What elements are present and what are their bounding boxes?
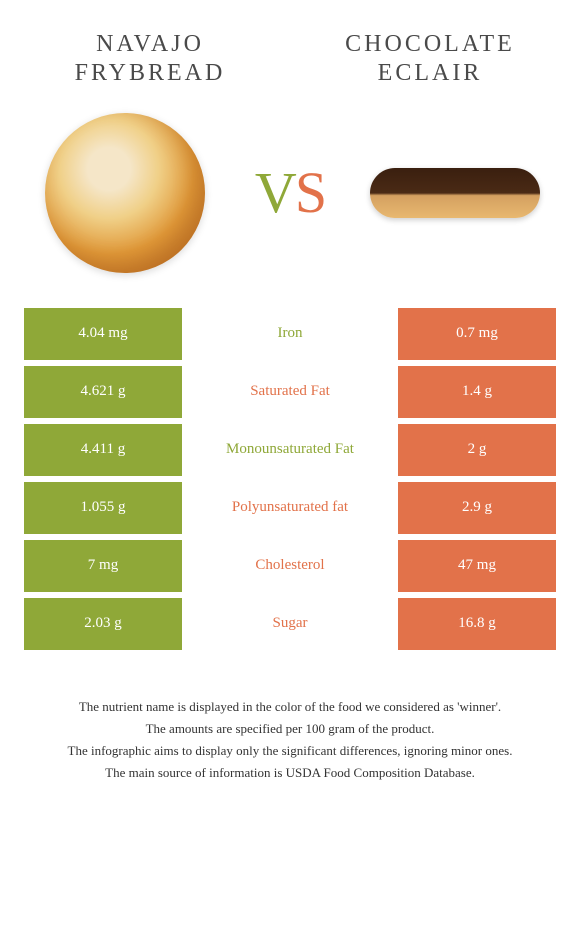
left-value-cell: 4.411 g [24, 424, 182, 476]
right-value-cell: 2 g [398, 424, 556, 476]
table-row: 1.055 gPolyunsaturated fat2.9 g [24, 482, 556, 534]
vs-s-letter: S [295, 160, 325, 225]
header: NAVAJO FRYBREAD CHOCOLATE ECLAIR [0, 0, 580, 98]
footer-notes: The nutrient name is displayed in the co… [0, 656, 580, 784]
left-value-cell: 2.03 g [24, 598, 182, 650]
footer-line: The amounts are specified per 100 gram o… [20, 718, 560, 740]
right-value-cell: 16.8 g [398, 598, 556, 650]
table-row: 2.03 gSugar16.8 g [24, 598, 556, 650]
left-food-image [40, 108, 210, 278]
nutrient-label: Iron [182, 308, 398, 360]
table-row: 4.04 mgIron0.7 mg [24, 308, 556, 360]
table-row: 4.621 gSaturated Fat1.4 g [24, 366, 556, 418]
nutrient-label: Saturated Fat [182, 366, 398, 418]
right-value-cell: 47 mg [398, 540, 556, 592]
nutrient-label: Polyunsaturated fat [182, 482, 398, 534]
right-food-title: CHOCOLATE ECLAIR [330, 30, 530, 88]
footer-line: The nutrient name is displayed in the co… [20, 696, 560, 718]
nutrient-label: Sugar [182, 598, 398, 650]
right-value-cell: 2.9 g [398, 482, 556, 534]
left-food-title: NAVAJO FRYBREAD [50, 30, 250, 88]
left-value-cell: 7 mg [24, 540, 182, 592]
nutrient-label: Monounsaturated Fat [182, 424, 398, 476]
frybread-icon [45, 113, 205, 273]
right-value-cell: 0.7 mg [398, 308, 556, 360]
left-value-cell: 1.055 g [24, 482, 182, 534]
left-value-cell: 4.621 g [24, 366, 182, 418]
table-row: 7 mgCholesterol47 mg [24, 540, 556, 592]
footer-line: The infographic aims to display only the… [20, 740, 560, 762]
vs-v-letter: V [255, 160, 295, 225]
left-value-cell: 4.04 mg [24, 308, 182, 360]
right-food-image [370, 108, 540, 278]
vs-label: VS [255, 159, 325, 226]
right-value-cell: 1.4 g [398, 366, 556, 418]
comparison-table: 4.04 mgIron0.7 mg 4.621 gSaturated Fat1.4… [0, 308, 580, 650]
table-row: 4.411 gMonounsaturated Fat2 g [24, 424, 556, 476]
eclair-icon [370, 168, 540, 218]
images-row: VS [0, 98, 580, 308]
nutrient-label: Cholesterol [182, 540, 398, 592]
footer-line: The main source of information is USDA F… [20, 762, 560, 784]
